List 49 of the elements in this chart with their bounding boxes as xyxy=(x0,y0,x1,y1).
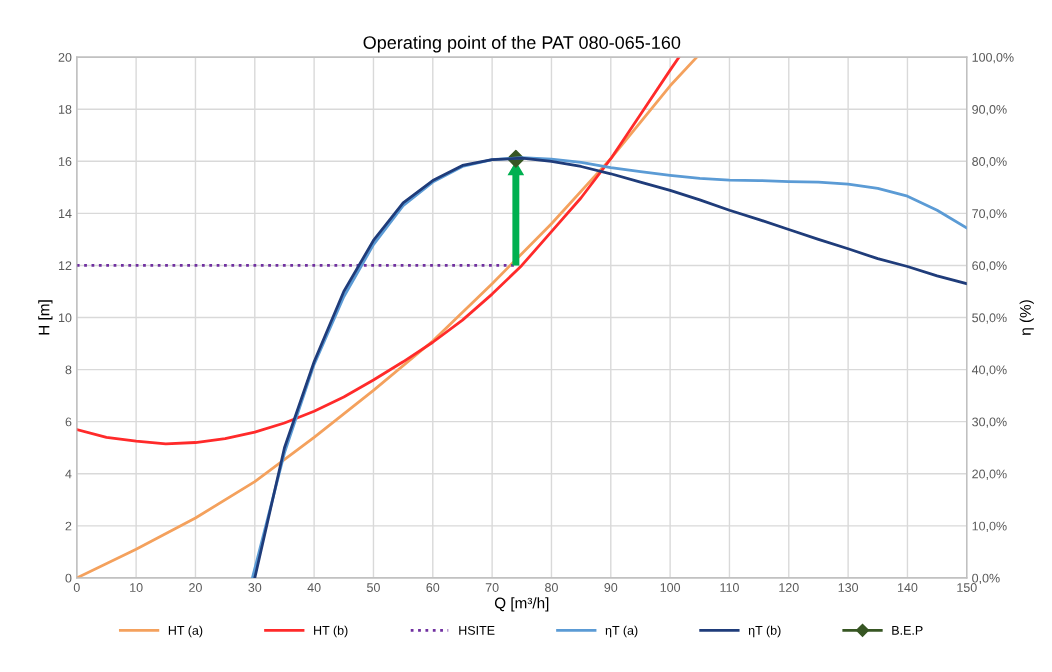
y-tick-label: 20 xyxy=(58,52,72,62)
y-tick-label: 8 xyxy=(65,365,72,375)
y-tick-label: 12 xyxy=(58,261,72,270)
x-tick-label: 40 xyxy=(307,583,321,592)
legend-label: ηT (a) xyxy=(605,625,638,638)
y-tick-label: 18 xyxy=(58,105,72,114)
y2-tick-label: 100,0% xyxy=(972,52,1014,64)
x-tick-label: 150 xyxy=(957,583,977,592)
legend-label: HT (b) xyxy=(314,625,348,638)
y2-tick-label: 20,0% xyxy=(972,469,1007,480)
x-tick-label: 70 xyxy=(485,583,499,592)
y2-tick-label: 0,0% xyxy=(972,573,1000,585)
y2-tick-label: 70,0% xyxy=(972,209,1007,220)
y2-tick-label: 80,0% xyxy=(972,157,1007,168)
y2-tick-label: 10,0% xyxy=(972,521,1007,532)
x-tick-label: 90 xyxy=(604,583,618,592)
y-axis-title: H [m] xyxy=(38,300,53,335)
y2-tick-label: 90,0% xyxy=(972,105,1007,116)
y-tick-label: 2 xyxy=(65,521,72,531)
x-tick-label: 100 xyxy=(660,583,681,592)
x-tick-label: 120 xyxy=(779,583,799,592)
y-tick-label: 16 xyxy=(58,157,72,166)
x-tick-label: 20 xyxy=(189,583,202,592)
y-tick-label: 14 xyxy=(58,209,72,218)
y-tick-label: 0 xyxy=(65,573,72,583)
legend-label: HSITE xyxy=(459,625,495,635)
x-axis-title: Q [m³/h] xyxy=(494,597,549,612)
y2-tick-label: 50,0% xyxy=(972,313,1007,324)
y-tick-label: 10 xyxy=(58,313,72,323)
y2-axis-title: η (%) xyxy=(1019,300,1034,335)
line-series xyxy=(76,57,681,446)
x-tick-label: 80 xyxy=(545,583,558,592)
x-tick-label: 0 xyxy=(73,583,80,592)
chart-title: Operating point of the PAT 080-065-160 xyxy=(363,35,681,53)
x-tick-label: 10 xyxy=(130,583,143,592)
y-tick-label: 6 xyxy=(65,417,72,427)
x-tick-label: 110 xyxy=(720,583,739,592)
x-tick-label: 50 xyxy=(367,583,380,592)
x-tick-label: 130 xyxy=(838,583,859,592)
y2-tick-label: 60,0% xyxy=(972,261,1007,272)
y-tick-label: 4 xyxy=(65,469,72,479)
y2-tick-label: 30,0% xyxy=(972,417,1007,428)
legend-label: ηT (b) xyxy=(748,625,781,638)
x-tick-label: 30 xyxy=(248,583,262,592)
legend-label: B.E.P xyxy=(892,626,923,635)
y2-tick-label: 40,0% xyxy=(971,365,1007,376)
x-tick-label: 140 xyxy=(897,583,918,592)
x-tick-label: 60 xyxy=(426,583,440,592)
legend-label: HT (a) xyxy=(168,625,203,638)
